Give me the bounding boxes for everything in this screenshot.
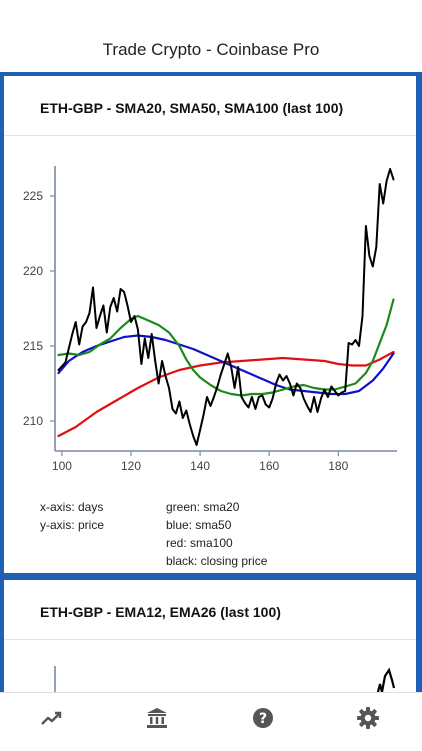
legend-sma50: blue: sma50 [166, 518, 232, 532]
ema-chart-card: ETH-GBP - EMA12, EMA26 (last 100) [4, 580, 416, 692]
y-tick-label: 220 [23, 264, 43, 278]
series-legend: green: sma20 blue: sma50 red: sma100 bla… [166, 498, 267, 570]
ema-card-title: ETH-GBP - EMA12, EMA26 (last 100) [40, 604, 281, 620]
series-line-sma50 [57, 334, 395, 396]
ema-line-chart-preview [54, 666, 396, 692]
bank-icon [147, 708, 167, 728]
series-line-sma20 [57, 298, 395, 397]
sma-card-title: ETH-GBP - SMA20, SMA50, SMA100 (last 100… [40, 100, 344, 116]
legend-x-axis: x-axis: days [40, 500, 104, 514]
app-title: Trade Crypto - Coinbase Pro [102, 40, 320, 59]
app-header: Trade Crypto - Coinbase Pro [0, 0, 422, 72]
tab-exchange[interactable] [142, 703, 172, 733]
x-tick-label: 180 [328, 459, 348, 473]
legend-sma20: green: sma20 [166, 500, 240, 514]
legend-sma100: red: sma100 [166, 536, 233, 550]
y-tick-label: 225 [23, 189, 43, 203]
y-tick-label: 215 [23, 339, 43, 353]
y-tick-label: 210 [23, 414, 43, 428]
card-divider [4, 639, 416, 640]
tab-help[interactable]: ? [248, 703, 278, 733]
x-tick-label: 140 [190, 459, 210, 473]
bottom-tab-bar: ? [0, 692, 422, 751]
series-line-sma100 [57, 350, 395, 438]
trending-line-icon [41, 711, 62, 725]
card-divider [4, 135, 416, 136]
x-tick-label: 100 [52, 459, 72, 473]
legend-closing-price: black: closing price [166, 554, 268, 568]
help-icon: ? [253, 708, 273, 728]
x-tick-label: 120 [121, 459, 141, 473]
ema-closing-price-line [376, 667, 396, 692]
charts-scroll-area[interactable]: ETH-GBP - SMA20, SMA50, SMA100 (last 100… [0, 72, 422, 692]
tab-charts[interactable] [37, 703, 67, 733]
gear-icon [357, 707, 379, 729]
tab-settings[interactable] [353, 703, 383, 733]
svg-text:?: ? [259, 711, 267, 727]
sma-line-chart: 210 215 220 225 100 120 140 160 180 [23, 166, 397, 473]
axis-legend: x-axis: days y-axis: price [40, 498, 104, 534]
x-tick-label: 160 [259, 459, 279, 473]
series-line-closing-price [57, 168, 395, 446]
legend-y-axis: y-axis: price [40, 518, 105, 532]
sma-chart-card: ETH-GBP - SMA20, SMA50, SMA100 (last 100… [4, 76, 416, 573]
